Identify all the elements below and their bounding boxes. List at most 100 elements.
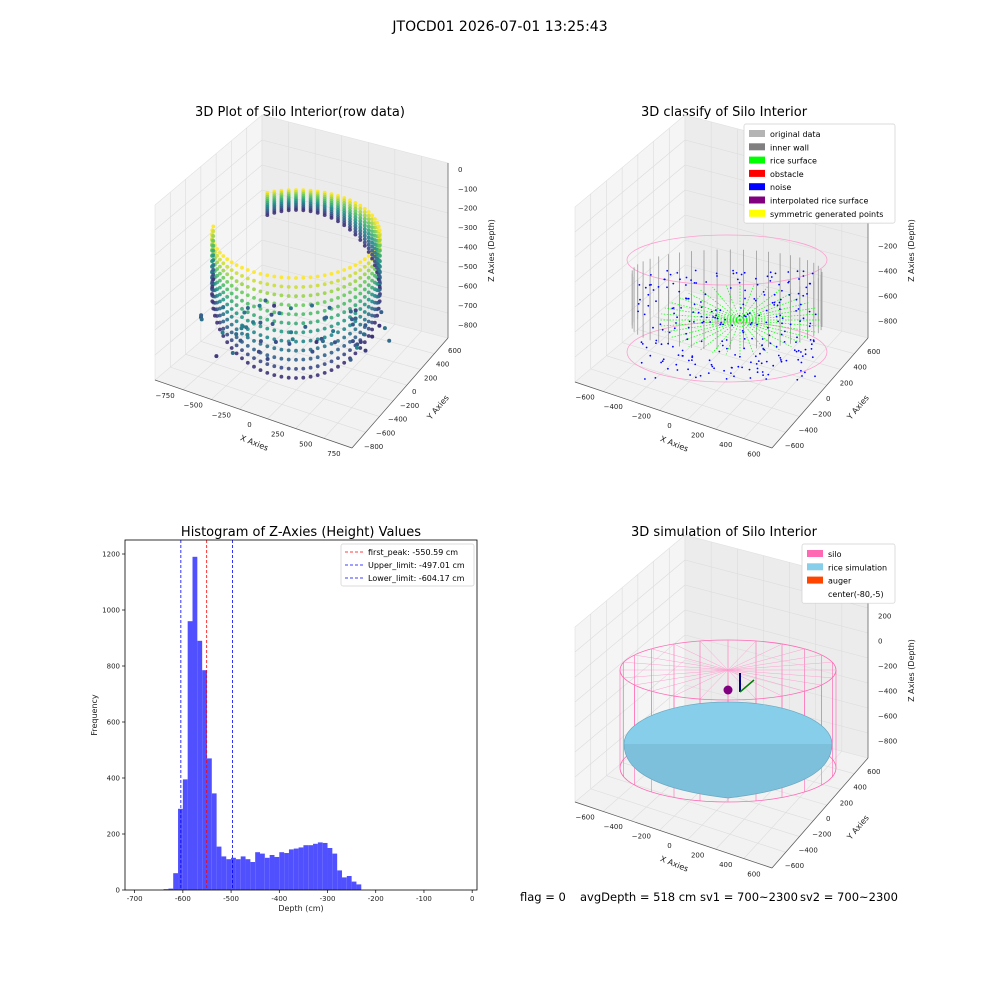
p1-point (286, 312, 291, 316)
p1-point (336, 270, 340, 274)
p2-noise-point (755, 277, 757, 280)
p2-noise-point (743, 271, 746, 274)
p1-grid-line (185, 354, 380, 417)
p1-point (272, 328, 277, 333)
p1-point (366, 268, 371, 273)
histogram-bar (206, 758, 212, 890)
p1-point (308, 209, 313, 214)
p2-noise-point (676, 369, 679, 371)
p1-point (213, 313, 217, 318)
p1-point (221, 305, 226, 310)
p1-y-tick-label: −800 (364, 443, 383, 451)
p1-point (258, 339, 263, 344)
p1-point (353, 263, 358, 267)
p1-point (336, 278, 340, 283)
p1-point (373, 273, 377, 278)
histogram-x-tick-label: -600 (175, 895, 191, 903)
p2-noise-point (643, 313, 646, 316)
histogram-bar (211, 793, 217, 890)
p1-point (348, 203, 352, 208)
p1-point (258, 359, 263, 364)
p2-rice-line (664, 307, 741, 321)
p2-z-tick-label: −400 (878, 268, 897, 276)
p1-x-tick-label: −750 (155, 392, 174, 400)
p2-noise-point (659, 323, 662, 326)
p2-noise-point (781, 317, 784, 319)
p2-grid-line (631, 303, 738, 402)
p4-z-tick-label: 0 (878, 638, 882, 646)
p1-point (286, 321, 291, 326)
p2-noise-point (797, 358, 800, 361)
p1-x-tick-label: 500 (299, 440, 312, 448)
p1-point (240, 274, 244, 278)
p1-grid-line (231, 315, 421, 370)
p1-point (286, 366, 291, 371)
p1-point (277, 311, 282, 316)
p2-noise-point (784, 330, 786, 333)
p2-noise-point (663, 278, 666, 281)
p2-noise-point (639, 298, 641, 301)
p2-x-axis-line (574, 381, 773, 449)
p1-point (377, 254, 382, 258)
p2-noise-point (685, 276, 688, 279)
p1-point (348, 290, 352, 295)
p1-point (252, 339, 256, 343)
p2-noise-point (655, 342, 657, 344)
p1-point (315, 310, 320, 315)
p1-point (370, 285, 374, 290)
p2-noise-point (799, 303, 802, 306)
p1-point (320, 339, 325, 344)
p1-point (373, 320, 377, 325)
p1-point (234, 311, 239, 316)
p4-x-tick-label: 0 (667, 842, 671, 850)
p2-noise-point (749, 377, 752, 379)
p2-rice-line (739, 319, 819, 327)
p1-point (370, 334, 375, 339)
p2-noise-point (783, 341, 786, 343)
p1-point (288, 306, 293, 311)
histogram-bar (327, 848, 333, 890)
figure-suptitle: JTOCD01 2026-07-01 13:25:43 (391, 19, 607, 35)
p2-legend-swatch (749, 143, 765, 151)
p1-point (272, 274, 277, 279)
p2-noise-point (767, 373, 770, 376)
p1-z-tick-label: −600 (458, 283, 477, 291)
p2-noise-point (748, 368, 751, 371)
histogram-x-tick-label: -100 (416, 895, 432, 903)
p2-noise-point (744, 297, 746, 300)
p2-noise-point (691, 356, 694, 359)
p1-point (218, 327, 222, 332)
p1-point (245, 318, 250, 323)
p2-noise-point (741, 366, 743, 369)
p2-noise-point (769, 271, 772, 274)
p2-noise-point (714, 316, 716, 319)
p1-point (358, 238, 363, 242)
p2-noise-point (800, 369, 802, 372)
p4-silo-roof-line (727, 648, 805, 671)
p1-point (366, 305, 371, 309)
p1-point (225, 332, 230, 337)
histogram-bar (298, 847, 304, 890)
p1-point (265, 362, 270, 366)
p2-noise-point (700, 301, 702, 303)
p2-noise-point (754, 355, 757, 358)
p1-point (329, 216, 334, 220)
p1-point (370, 213, 374, 218)
p2-grid-line (637, 329, 827, 386)
p1-point (257, 303, 262, 308)
p1-point (215, 320, 220, 325)
p1-point (342, 335, 347, 340)
p1-point (342, 285, 347, 289)
p2-noise-point (796, 336, 798, 339)
p1-point (362, 257, 367, 262)
histogram-bar (250, 862, 256, 890)
panel4-3d-simulation: −600−400−2000200400600−600−400−200020040… (574, 534, 916, 878)
p1-point (358, 330, 363, 335)
p2-grid-line (574, 139, 686, 233)
p2-noise-point (762, 374, 764, 376)
p2-noise-point (804, 371, 806, 374)
histogram-bar (308, 845, 314, 890)
p1-point (353, 229, 358, 234)
p1-point (348, 225, 352, 229)
p1-x-axis-line (154, 379, 353, 449)
